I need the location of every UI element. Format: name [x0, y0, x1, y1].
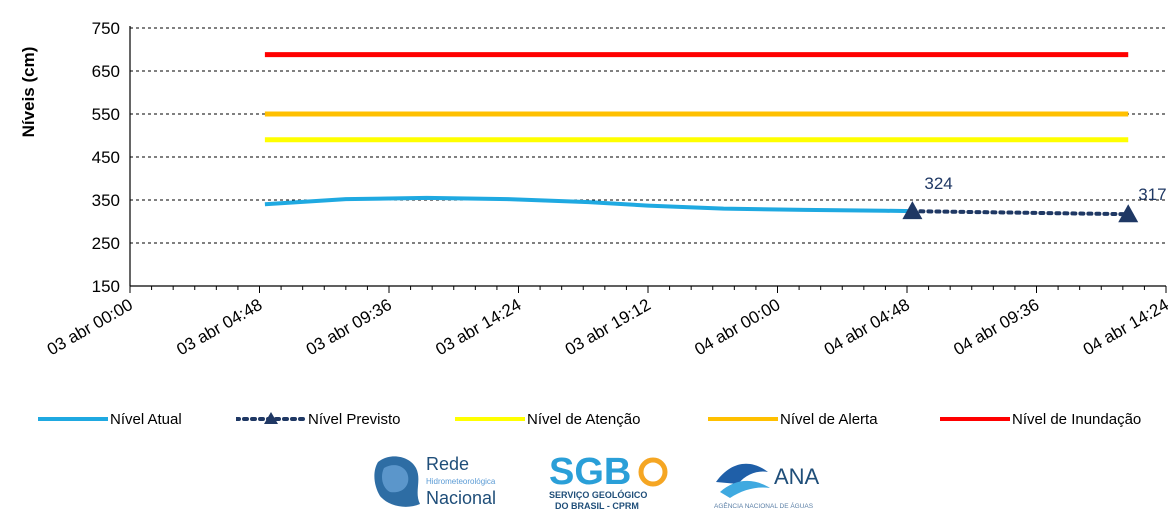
ana-logo-mark: ANA	[774, 464, 820, 489]
legend-swatch-nivel-inundacao	[940, 407, 1012, 431]
marker-nivel-previsto-0	[902, 201, 923, 220]
sgb-logo-line2: DO BRASIL - CPRM	[555, 501, 639, 511]
legend-swatch-nivel-alerta	[708, 407, 780, 431]
ana-logo: ANA AGÊNCIA NACIONAL DE ÁGUAS	[714, 463, 820, 510]
data-label-nivel-previsto-1: 317	[1138, 185, 1166, 204]
y-axis-label: Níveis (cm)	[19, 47, 38, 138]
x-tick-label-3: 03 abr 14:24	[432, 295, 524, 359]
level-chart: 150 250 350 450 550 650 750 03 abr 00:00 03 abr …	[19, 19, 1172, 359]
rede-logo-line2: Hidrometeorológica	[426, 477, 496, 486]
legend-label-nivel-previsto: Nível Previsto	[308, 410, 401, 428]
legend-label-nivel-atencao: Nível de Atenção	[527, 410, 641, 428]
y-tick-label-450: 450	[92, 148, 120, 167]
legend-swatch-nivel-atual	[38, 407, 110, 431]
series-line-nivel-atual	[264, 195, 913, 214]
legend-item-nivel-alerta: Nível de Alerta	[708, 407, 878, 431]
rede-hidrometeorologica-logo: Rede Hidrometeorológica Nacional	[374, 454, 496, 508]
y-tick-label-750: 750	[92, 19, 120, 38]
legend-item-nivel-atencao: Nível de Atenção	[455, 407, 640, 431]
x-tick-label-7: 04 abr 09:36	[950, 295, 1042, 359]
marker-nivel-previsto-1	[1118, 204, 1139, 223]
sgb-logo: SGB SERVIÇO GEOLÓGICO DO BRASIL - CPRM	[549, 451, 668, 511]
x-tick-label-8: 04 abr 14:24	[1080, 295, 1172, 359]
y-tick-label-350: 350	[92, 191, 120, 210]
x-tick-label-5: 04 abr 00:00	[691, 295, 783, 359]
series-line-nivel-previsto	[910, 209, 1131, 217]
rede-logo-line3: Nacional	[426, 488, 496, 508]
rede-logo-line1: Rede	[426, 454, 469, 474]
y-tick-label-150: 150	[92, 277, 120, 296]
x-tick-label-2: 03 abr 09:36	[303, 295, 395, 359]
legend-item-nivel-inundacao: Nível de Inundação	[940, 407, 1141, 431]
data-label-nivel-previsto-0: 324	[924, 174, 952, 193]
y-tick-label-250: 250	[92, 234, 120, 253]
legend-swatch-nivel-previsto	[234, 407, 308, 431]
partner-logos: Rede Hidrometeorológica Nacional SGB SER…	[370, 448, 870, 512]
y-tick-label-550: 550	[92, 105, 120, 124]
ana-logo-line1: AGÊNCIA NACIONAL DE ÁGUAS	[714, 501, 814, 510]
sgb-logo-mark: SGB	[549, 451, 631, 493]
x-tick-label-1: 03 abr 04:48	[173, 295, 265, 359]
legend-label-nivel-alerta: Nível de Alerta	[780, 410, 878, 428]
legend: Nível Atual Nível Previsto Nível de Aten…	[0, 407, 1176, 431]
sgb-logo-line1: SERVIÇO GEOLÓGICO	[549, 489, 647, 500]
labels: 150 250 350 450 550 650 750 03 abr 00:00 03 abr …	[44, 19, 1172, 359]
legend-label-nivel-inundacao: Nível de Inundação	[1012, 410, 1142, 428]
axes	[129, 26, 1167, 293]
x-tick-label-0: 03 abr 00:00	[44, 295, 136, 359]
series	[264, 52, 1139, 223]
x-tick-label-6: 04 abr 04:48	[821, 295, 913, 359]
x-tick-label-4: 03 abr 19:12	[562, 295, 654, 359]
y-tick-label-650: 650	[92, 62, 120, 81]
legend-label-nivel-atual: Nível Atual	[110, 410, 182, 428]
legend-swatch-nivel-atencao	[455, 407, 527, 431]
legend-item-nivel-previsto: Nível Previsto	[234, 407, 401, 431]
legend-item-nivel-atual: Nível Atual	[38, 407, 182, 431]
